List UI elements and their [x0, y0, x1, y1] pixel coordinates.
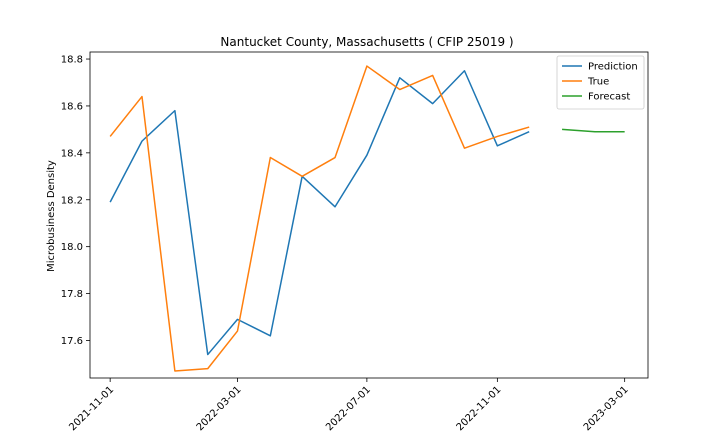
legend-label: Prediction — [588, 62, 638, 73]
chart-title: Nantucket County, Massachusetts ( CFIP 2… — [220, 35, 513, 49]
y-tick-label: 18.0 — [61, 242, 83, 253]
y-axis: 17.6 17.8 18.0 18.2 18.4 18.6 18.8 — [61, 55, 90, 347]
series-line-forecast — [562, 128, 625, 133]
y-tick-label: 18.8 — [61, 55, 83, 66]
y-tick-label: 17.8 — [61, 289, 83, 300]
x-axis: 2021-11-01 2022-03-01 2022-07-01 2022-11-01… — [67, 378, 631, 432]
plot-frame — [89, 51, 649, 379]
y-tick-label: 18.2 — [61, 195, 83, 206]
y-tick-label: 17.6 — [61, 336, 83, 347]
series-layer — [109, 65, 625, 372]
legend-label: True — [587, 77, 609, 88]
y-tick-label: 18.4 — [61, 148, 83, 159]
legend: Prediction True Forecast — [556, 55, 645, 110]
y-tick-label: 18.6 — [61, 101, 83, 112]
x-tick-label: 2022-07-01 — [324, 384, 373, 432]
x-tick-label: 2021-11-01 — [67, 384, 116, 432]
legend-label: Forecast — [588, 92, 630, 103]
x-tick-label: 2022-11-01 — [455, 384, 504, 432]
series-line-prediction — [109, 70, 530, 356]
plot-area — [89, 51, 649, 379]
y-axis-label: Microbusiness Density — [46, 160, 57, 272]
x-tick-label: 2022-03-01 — [195, 384, 244, 432]
x-tick-label: 2023-03-01 — [582, 384, 631, 432]
series-line-true — [109, 65, 530, 372]
